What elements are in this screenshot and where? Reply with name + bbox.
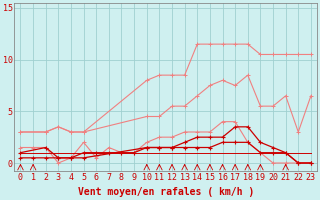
X-axis label: Vent moyen/en rafales ( km/h ): Vent moyen/en rafales ( km/h ) bbox=[77, 187, 254, 197]
